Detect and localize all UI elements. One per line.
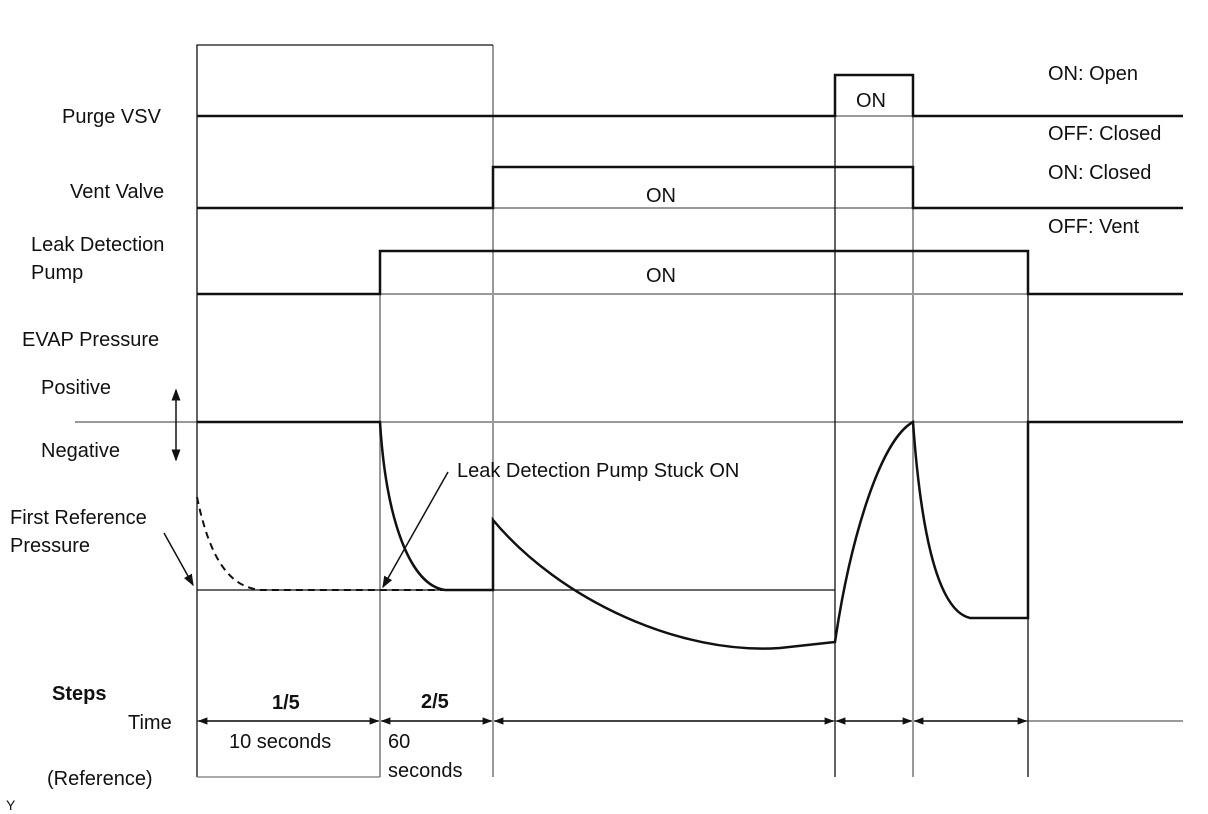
stuck-on-arrow [382,471,449,589]
pump-wave [197,249,1183,296]
purge-vsv-label: Purge VSV [62,106,162,128]
time-1-label: 10 seconds [229,731,331,753]
evap-pressure-wave [197,419,1183,650]
stuck-on-label: Leak Detection Pump Stuck ON [457,460,739,482]
step-1-label: 1/5 [272,692,300,714]
time-2-label-1: 60 [388,731,410,753]
corner-mark: Y [6,797,16,813]
negative-label: Negative [41,440,120,462]
vent-valve-label: Vent Valve [70,181,164,203]
steps-label: Steps [52,683,106,705]
positive-label: Positive [41,377,111,399]
first-ref-arrow [163,532,194,587]
vent-valve-on: ON [646,185,676,207]
pump-label-1: Leak Detection [31,234,164,256]
evap-label: EVAP Pressure [22,329,159,351]
evap-stuck-dashed [196,496,445,591]
pump-label-2: Pump [31,262,83,284]
first-ref-label-1: First Reference [10,507,147,529]
vent-state-off: OFF: Vent [1048,216,1140,238]
purge-state-off: OFF: Closed [1048,123,1161,145]
time-2-label-2: seconds [388,760,463,782]
time-label: Time [128,712,172,734]
purge-vsv-on: ON [856,90,886,112]
purge-vsv-wave [197,73,1183,118]
step-2-label: 2/5 [421,691,449,713]
vent-state-on: ON: Closed [1048,162,1151,184]
first-ref-label-2: Pressure [10,535,90,557]
reference-label: (Reference) [47,768,153,790]
vent-valve-wave [197,165,1183,210]
step-frame [196,44,1029,778]
guide-lines [75,45,1183,777]
purge-state-on: ON: Open [1048,63,1138,85]
pump-on: ON [646,265,676,287]
